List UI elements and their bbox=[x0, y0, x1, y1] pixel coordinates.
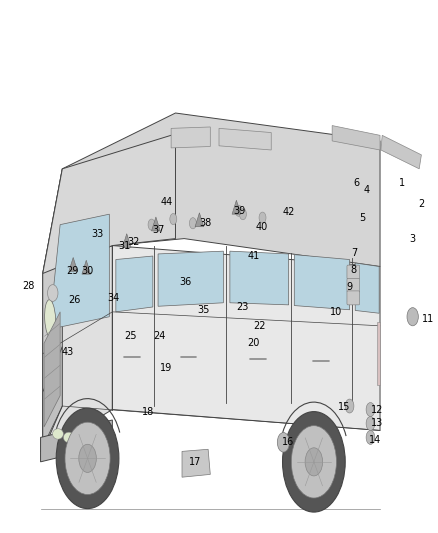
Polygon shape bbox=[152, 217, 160, 231]
Polygon shape bbox=[158, 251, 223, 306]
Polygon shape bbox=[41, 420, 113, 462]
Text: 32: 32 bbox=[127, 237, 140, 247]
Polygon shape bbox=[43, 246, 113, 451]
Text: 12: 12 bbox=[371, 405, 383, 415]
Text: 31: 31 bbox=[118, 240, 130, 251]
Circle shape bbox=[283, 411, 345, 512]
Polygon shape bbox=[381, 135, 421, 169]
Text: 7: 7 bbox=[351, 247, 357, 257]
Text: 19: 19 bbox=[160, 362, 172, 373]
Text: 29: 29 bbox=[66, 265, 78, 276]
Polygon shape bbox=[232, 200, 241, 214]
Text: 28: 28 bbox=[22, 281, 35, 291]
Text: 17: 17 bbox=[189, 457, 201, 467]
Polygon shape bbox=[82, 260, 91, 274]
Text: 10: 10 bbox=[329, 307, 342, 317]
Text: 43: 43 bbox=[62, 346, 74, 357]
Circle shape bbox=[47, 285, 58, 301]
Text: 38: 38 bbox=[199, 218, 212, 228]
Polygon shape bbox=[49, 214, 110, 329]
Ellipse shape bbox=[53, 429, 64, 439]
Polygon shape bbox=[43, 169, 62, 451]
Text: 42: 42 bbox=[283, 207, 295, 217]
Circle shape bbox=[291, 426, 336, 498]
Circle shape bbox=[189, 217, 196, 229]
Text: 20: 20 bbox=[247, 338, 259, 348]
Text: 40: 40 bbox=[255, 222, 267, 232]
Polygon shape bbox=[294, 255, 350, 310]
Text: 9: 9 bbox=[346, 282, 353, 293]
Ellipse shape bbox=[45, 300, 56, 338]
Text: 36: 36 bbox=[180, 277, 192, 287]
Text: 39: 39 bbox=[233, 206, 246, 216]
Polygon shape bbox=[182, 449, 210, 477]
Text: 4: 4 bbox=[364, 185, 370, 195]
Text: 14: 14 bbox=[369, 434, 381, 445]
Ellipse shape bbox=[64, 432, 74, 443]
Polygon shape bbox=[122, 233, 131, 248]
Circle shape bbox=[259, 212, 266, 223]
Text: 22: 22 bbox=[253, 321, 266, 331]
Polygon shape bbox=[43, 113, 380, 273]
Text: 5: 5 bbox=[360, 213, 366, 223]
Circle shape bbox=[366, 431, 375, 445]
Text: 41: 41 bbox=[248, 251, 260, 261]
Text: 2: 2 bbox=[418, 199, 424, 209]
Polygon shape bbox=[230, 251, 289, 305]
Polygon shape bbox=[44, 312, 60, 427]
Circle shape bbox=[79, 445, 96, 472]
FancyBboxPatch shape bbox=[347, 265, 360, 279]
Polygon shape bbox=[171, 127, 210, 148]
Polygon shape bbox=[219, 128, 271, 150]
Text: 11: 11 bbox=[422, 314, 434, 324]
Polygon shape bbox=[43, 347, 62, 451]
Text: 3: 3 bbox=[410, 233, 416, 244]
Circle shape bbox=[148, 219, 155, 230]
Circle shape bbox=[366, 402, 375, 416]
Text: 35: 35 bbox=[198, 305, 210, 315]
Text: 13: 13 bbox=[371, 418, 383, 429]
Circle shape bbox=[170, 214, 177, 224]
Text: 8: 8 bbox=[350, 265, 356, 275]
Polygon shape bbox=[69, 257, 78, 271]
FancyBboxPatch shape bbox=[347, 291, 360, 305]
Text: 26: 26 bbox=[68, 295, 81, 305]
Text: 1: 1 bbox=[399, 178, 405, 188]
Circle shape bbox=[56, 408, 119, 508]
Circle shape bbox=[407, 308, 418, 326]
Text: 18: 18 bbox=[142, 407, 154, 417]
Text: 15: 15 bbox=[338, 402, 350, 413]
FancyBboxPatch shape bbox=[347, 278, 360, 292]
Text: 34: 34 bbox=[108, 293, 120, 303]
Polygon shape bbox=[43, 134, 176, 273]
Circle shape bbox=[235, 205, 242, 216]
Text: 30: 30 bbox=[81, 265, 94, 276]
Text: 24: 24 bbox=[153, 332, 166, 341]
Polygon shape bbox=[355, 263, 379, 313]
Text: 44: 44 bbox=[161, 197, 173, 207]
Polygon shape bbox=[195, 213, 204, 227]
Circle shape bbox=[366, 416, 375, 431]
Circle shape bbox=[277, 433, 290, 452]
Text: 16: 16 bbox=[282, 437, 294, 447]
Circle shape bbox=[240, 208, 247, 220]
Text: 37: 37 bbox=[152, 225, 164, 235]
Polygon shape bbox=[332, 126, 380, 150]
Text: 23: 23 bbox=[237, 302, 249, 312]
Polygon shape bbox=[116, 256, 153, 312]
Polygon shape bbox=[377, 322, 380, 385]
Text: 33: 33 bbox=[91, 229, 103, 239]
Polygon shape bbox=[113, 246, 380, 431]
Circle shape bbox=[305, 448, 323, 476]
Text: 6: 6 bbox=[353, 178, 359, 188]
Text: 25: 25 bbox=[124, 332, 137, 341]
Circle shape bbox=[345, 399, 354, 413]
Circle shape bbox=[65, 422, 110, 495]
